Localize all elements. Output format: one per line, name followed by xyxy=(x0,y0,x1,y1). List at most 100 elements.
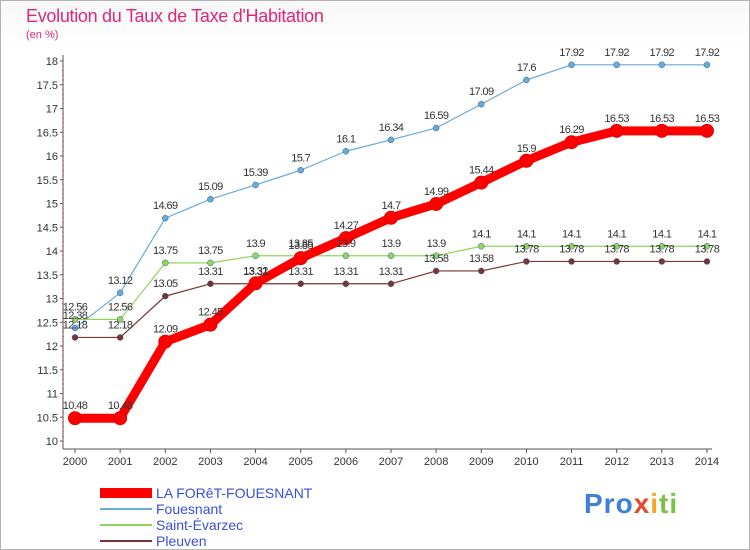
data-label: 12.09 xyxy=(153,324,178,336)
data-label: 12.18 xyxy=(108,319,133,331)
data-point xyxy=(116,289,124,297)
y-tick-label: 11 xyxy=(47,389,58,401)
data-label: 15.9 xyxy=(517,143,536,155)
y-tick-label: 17.5 xyxy=(37,80,58,92)
y-tick-label: 17 xyxy=(46,104,58,116)
data-point xyxy=(387,136,395,144)
x-tick-label: 2012 xyxy=(604,456,628,468)
x-tick-label: 2011 xyxy=(560,456,584,468)
data-point xyxy=(523,243,530,250)
data-label: 12.56 xyxy=(63,301,88,313)
data-point xyxy=(293,251,308,266)
data-label: 13.75 xyxy=(198,245,223,257)
proxiti-logo: Proxiti xyxy=(584,488,679,519)
x-tick-label: 2006 xyxy=(334,456,358,468)
data-point xyxy=(116,334,124,341)
data-point xyxy=(658,61,666,69)
data-point xyxy=(613,243,620,250)
data-label: 15.39 xyxy=(243,167,268,179)
data-point xyxy=(71,316,79,323)
data-label: 12.18 xyxy=(63,319,88,331)
data-label: 14.99 xyxy=(424,186,449,198)
data-label: 13.31 xyxy=(288,266,313,278)
data-label: 13.31 xyxy=(379,266,404,278)
data-label: 13.9 xyxy=(427,238,446,250)
data-label: 16.59 xyxy=(424,110,449,122)
x-tick-label: 2002 xyxy=(153,456,177,468)
x-tick-label: 2005 xyxy=(288,456,312,468)
data-point xyxy=(699,123,714,138)
y-tick-label: 10.5 xyxy=(37,412,58,424)
data-label: 13.85 xyxy=(288,238,313,250)
data-point xyxy=(519,153,534,168)
data-point xyxy=(478,243,485,250)
x-tick-label: 2008 xyxy=(424,456,448,468)
data-label: 10.48 xyxy=(108,400,133,412)
data-point xyxy=(383,210,398,225)
data-label: 14.7 xyxy=(381,200,400,212)
data-label: 17.92 xyxy=(559,47,584,59)
data-label: 16.53 xyxy=(695,113,720,125)
legend-swatch xyxy=(100,488,152,498)
x-tick-label: 2004 xyxy=(243,456,267,468)
data-point xyxy=(432,252,440,259)
data-point xyxy=(71,334,79,341)
data-point xyxy=(252,181,259,189)
data-label: 12.45 xyxy=(198,307,223,319)
x-tick-label: 2000 xyxy=(63,456,87,468)
data-label: 13.75 xyxy=(153,245,178,257)
x-tick-label: 2007 xyxy=(379,456,403,468)
data-point xyxy=(474,175,489,190)
legend-label: Fouesnant xyxy=(156,501,223,517)
data-label: 17.92 xyxy=(604,47,629,59)
y-tick-label: 15 xyxy=(46,199,58,211)
data-point xyxy=(116,316,124,323)
data-label: 13.78 xyxy=(650,243,675,255)
data-point xyxy=(703,243,711,250)
y-tick-label: 13.5 xyxy=(37,270,58,282)
x-tick-label: 2013 xyxy=(650,456,674,468)
data-label: 13.12 xyxy=(108,275,133,287)
data-label: 14.27 xyxy=(334,220,359,232)
data-point xyxy=(429,196,444,211)
x-tick-label: 2009 xyxy=(469,456,493,468)
data-point xyxy=(478,267,485,275)
data-point xyxy=(564,135,579,150)
data-label: 13.32 xyxy=(243,265,268,277)
data-point xyxy=(207,195,214,203)
data-label: 13.78 xyxy=(559,243,584,255)
data-point xyxy=(207,259,214,267)
data-label: 14.69 xyxy=(153,200,178,212)
data-point xyxy=(387,252,395,259)
data-label: 17.92 xyxy=(695,47,720,59)
data-label: 13.9 xyxy=(381,238,400,250)
data-label: 14.1 xyxy=(472,228,491,240)
y-tick-label: 16 xyxy=(46,151,58,163)
data-point xyxy=(68,411,82,426)
data-point xyxy=(162,214,169,222)
data-point xyxy=(523,76,530,84)
data-point xyxy=(478,100,485,108)
data-label: 10.48 xyxy=(63,400,88,412)
data-point xyxy=(658,258,666,265)
data-label: 13.78 xyxy=(514,243,539,255)
data-point xyxy=(158,334,173,349)
x-tick-label: 2014 xyxy=(695,456,719,468)
data-label: 14.1 xyxy=(652,228,671,240)
y-tick-label: 12.5 xyxy=(37,317,58,329)
legend-swatch xyxy=(100,524,152,526)
y-tick-label: 12 xyxy=(46,341,58,353)
data-point xyxy=(654,123,669,138)
y-tick-label: 14.5 xyxy=(37,222,58,234)
data-point xyxy=(113,411,128,426)
y-tick-label: 11.5 xyxy=(37,365,58,377)
data-point xyxy=(342,252,350,259)
data-label: 13.78 xyxy=(604,243,629,255)
data-label: 12.38 xyxy=(63,310,88,322)
y-tick-label: 16.5 xyxy=(37,127,58,139)
data-point xyxy=(71,324,79,332)
data-label: 16.29 xyxy=(559,124,584,136)
data-point xyxy=(252,252,259,259)
legend-label: Saint-Évarzec xyxy=(156,517,244,533)
